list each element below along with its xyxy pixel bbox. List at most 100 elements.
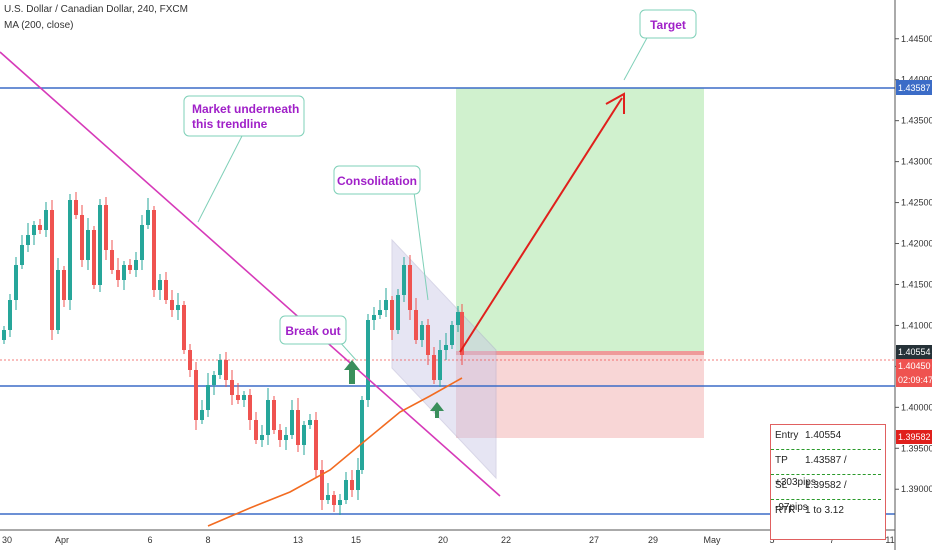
candle-body [128, 265, 132, 270]
candle-body [460, 312, 464, 355]
candle-body [414, 310, 418, 340]
candle-body [14, 265, 18, 300]
x-tick-label: 30 [2, 535, 12, 545]
candle-body [344, 480, 348, 500]
entry-band [456, 351, 704, 355]
time-axis[interactable]: 30 Apr 6 8 13 15 20 22 27 29 May 5 7 11 [2, 535, 895, 545]
candle-body [242, 395, 246, 400]
candle-body [26, 235, 30, 245]
x-tick-label: 29 [648, 535, 658, 545]
countdown-tag [896, 373, 932, 387]
candle-body [402, 265, 406, 295]
candle-body [450, 325, 454, 345]
candle-body [296, 410, 300, 445]
bounce-up-arrow-icon [430, 402, 444, 418]
y-tick-label: 1.39500 [901, 443, 932, 453]
candle-body [218, 360, 222, 375]
info-key: SL [775, 480, 788, 491]
candle-body [56, 270, 60, 330]
target-arrow-line [459, 97, 623, 353]
candle-body [224, 360, 228, 380]
y-tick-label: 1.41000 [901, 320, 932, 330]
candle-body [176, 305, 180, 310]
candle-body [372, 315, 376, 320]
candle-body [236, 395, 240, 400]
candle-body [80, 215, 84, 260]
market-callout[interactable] [183, 95, 305, 137]
consolidation-label: Consolidation [337, 174, 417, 188]
candle-body [254, 420, 258, 440]
candle-body [146, 210, 150, 225]
candle-body [182, 305, 186, 350]
candle-body [278, 430, 282, 440]
candle-body [230, 380, 234, 395]
candle-body [438, 350, 442, 380]
candle-body [420, 325, 424, 340]
candle-body [140, 225, 144, 260]
target-callout-pointer [623, 35, 649, 81]
candle-body [170, 300, 174, 310]
x-tick-label: 6 [147, 535, 152, 545]
candle-body [164, 280, 168, 300]
candle-body [20, 245, 24, 265]
candlestick-series [2, 192, 464, 515]
candle-body [194, 370, 198, 420]
candle-body [314, 420, 318, 470]
countdown-tag-text: 02:09:47 [898, 375, 932, 385]
candle-body [134, 260, 138, 270]
y-tick-label: 1.44000 [901, 75, 932, 85]
candle-body [104, 205, 108, 250]
candle-body [74, 200, 78, 215]
x-tick-label: 22 [501, 535, 511, 545]
current-price-tag-text: 1.40450 [898, 361, 931, 371]
candle-body [378, 310, 382, 315]
candle-body [338, 500, 342, 505]
consolidation-callout[interactable] [333, 165, 421, 195]
candle-body [188, 350, 192, 370]
consolidation-callout-pointer [413, 191, 429, 301]
stop-price-tag [896, 430, 932, 444]
candle-body [302, 425, 306, 445]
y-tick-label: 1.42000 [901, 239, 932, 249]
current-price-tag [896, 359, 932, 373]
candle-body [260, 435, 264, 440]
candle-body [408, 265, 412, 310]
candle-body [44, 210, 48, 230]
candle-body [62, 270, 66, 300]
candle-body [350, 480, 354, 490]
market-callout-pointer [197, 135, 243, 223]
candle-body [200, 410, 204, 420]
candle-body [284, 435, 288, 440]
candle-body [212, 375, 216, 385]
x-tick-label: 15 [351, 535, 361, 545]
info-row-entry: Entry 1.40554 [771, 425, 881, 450]
market-label-line1: Market underneath [192, 102, 299, 116]
breakout-up-arrow-icon [344, 360, 360, 384]
x-tick-label: 7 [829, 535, 834, 545]
candle-body [308, 420, 312, 425]
indicator-label: MA (200, close) [4, 20, 74, 31]
x-tick-label: 20 [438, 535, 448, 545]
breakout-callout[interactable] [279, 315, 347, 345]
x-tick-label: Apr [55, 535, 69, 545]
candle-body [50, 210, 54, 330]
candle-body [426, 325, 430, 355]
y-tick-label: 1.43500 [901, 116, 932, 126]
candle-body [332, 495, 336, 505]
target-label: Target [650, 18, 686, 32]
stop-price-tag-text: 1.39582 [898, 432, 931, 442]
candle-body [116, 270, 120, 280]
target-callout[interactable] [639, 9, 697, 39]
candle-body [122, 265, 126, 280]
trade-info-box: Entry 1.40554 TP 1.43587 / +303pips SL 1.39… [770, 424, 886, 540]
candle-body [396, 295, 400, 330]
y-tick-label: 1.40000 [901, 402, 932, 412]
loss-zone [456, 353, 704, 438]
info-row-sl: SL 1.39582 / -97pips [771, 475, 881, 513]
breakout-label: Break out [285, 324, 340, 338]
candle-body [68, 200, 72, 300]
x-tick-label: 8 [205, 535, 210, 545]
candle-body [326, 495, 330, 500]
candle-body [8, 300, 12, 330]
